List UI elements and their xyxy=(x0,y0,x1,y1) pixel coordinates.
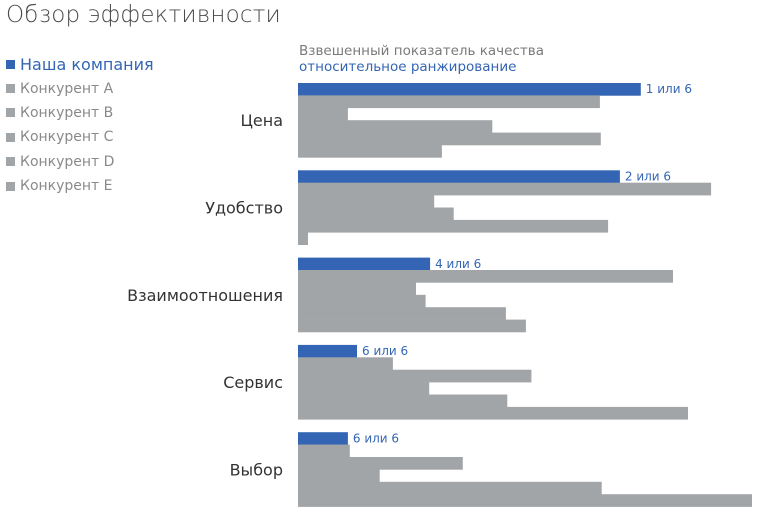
legend-item-competitor-c: Конкурент C xyxy=(6,125,154,149)
category-label: Удобство xyxy=(205,199,283,218)
bar-competitor xyxy=(298,219,609,233)
category-group: 1 или 6 Цена xyxy=(240,82,692,158)
bar-our-company xyxy=(298,83,641,96)
legend-label: Наша компания xyxy=(20,54,154,74)
legend-label: Конкурент C xyxy=(20,129,114,146)
subtitle-line-2: относительное ранжирование xyxy=(299,59,517,75)
data-label: 2 или 6 xyxy=(625,170,671,184)
bar-competitor xyxy=(298,394,508,408)
legend-swatch xyxy=(6,181,15,191)
bar-competitor xyxy=(298,481,602,495)
bar-competitor xyxy=(298,182,712,196)
legend-swatch xyxy=(6,84,15,94)
bar-competitor xyxy=(298,120,493,133)
data-label: 6 или 6 xyxy=(362,344,408,358)
bar-competitor xyxy=(298,195,435,208)
bar-competitor xyxy=(298,369,532,383)
category-group: 6 или 6 Выбор xyxy=(230,431,752,507)
legend-item-competitor-b: Конкурент B xyxy=(6,101,154,125)
legend-swatch xyxy=(6,157,15,167)
bar-competitor xyxy=(298,444,350,458)
legend-label: Конкурент D xyxy=(20,153,115,170)
bar-competitor xyxy=(298,294,426,308)
category-group: 2 или 6 Удобство xyxy=(205,170,712,245)
category-label: Цена xyxy=(240,111,283,130)
legend-label: Конкурент B xyxy=(20,104,114,121)
chart-title: Обзор эффективности xyxy=(6,2,281,28)
bar-competitor xyxy=(298,307,506,320)
data-label: 6 или 6 xyxy=(353,431,399,445)
legend-item-competitor-d: Конкурент D xyxy=(6,150,154,174)
bar-competitor xyxy=(298,270,673,283)
bar-competitor xyxy=(298,357,393,370)
category-label: Сервис xyxy=(223,373,283,392)
bar-competitor xyxy=(298,207,454,221)
legend-swatch xyxy=(6,59,15,69)
chart-subtitle: Взвешенный показатель качества относител… xyxy=(299,43,544,75)
bar-our-company xyxy=(298,344,357,358)
category-label: Выбор xyxy=(230,460,283,479)
legend-item-competitor-a: Конкурент A xyxy=(6,76,154,100)
legend-swatch xyxy=(6,108,15,118)
bar-competitor xyxy=(298,457,463,470)
data-label: 1 или 6 xyxy=(646,82,692,96)
bar-competitor xyxy=(298,282,416,296)
bar-our-company xyxy=(298,170,620,183)
category-label: Взаимоотношения xyxy=(127,286,283,305)
category-group: 6 или 6 Сервис xyxy=(223,344,688,420)
bar-competitor xyxy=(298,494,752,507)
subtitle-line-1: Взвешенный показатель качества xyxy=(299,43,544,59)
legend-item-our-company: Наша компания xyxy=(6,52,154,76)
bar-our-company xyxy=(298,432,348,445)
legend: Наша компания Конкурент A Конкурент B Ко… xyxy=(6,52,154,198)
bar-competitor xyxy=(298,319,526,333)
data-label: 4 или 6 xyxy=(435,257,481,271)
legend-label: Конкурент A xyxy=(20,80,114,97)
bar-competitor xyxy=(298,132,601,146)
legend-swatch xyxy=(6,132,15,142)
bar-competitor xyxy=(298,232,308,245)
legend-item-competitor-e: Конкурент E xyxy=(6,174,154,198)
bar-competitor xyxy=(298,95,600,109)
bar-competitor xyxy=(298,469,380,483)
bar-competitor xyxy=(298,382,430,395)
bar-competitor xyxy=(298,145,442,158)
bar-competitor xyxy=(298,406,688,420)
category-group: 4 или 6 Взаимоотношения xyxy=(127,257,673,333)
legend-label: Конкурент E xyxy=(20,178,113,195)
bar-our-company xyxy=(298,257,431,271)
bar-competitor xyxy=(298,107,348,121)
